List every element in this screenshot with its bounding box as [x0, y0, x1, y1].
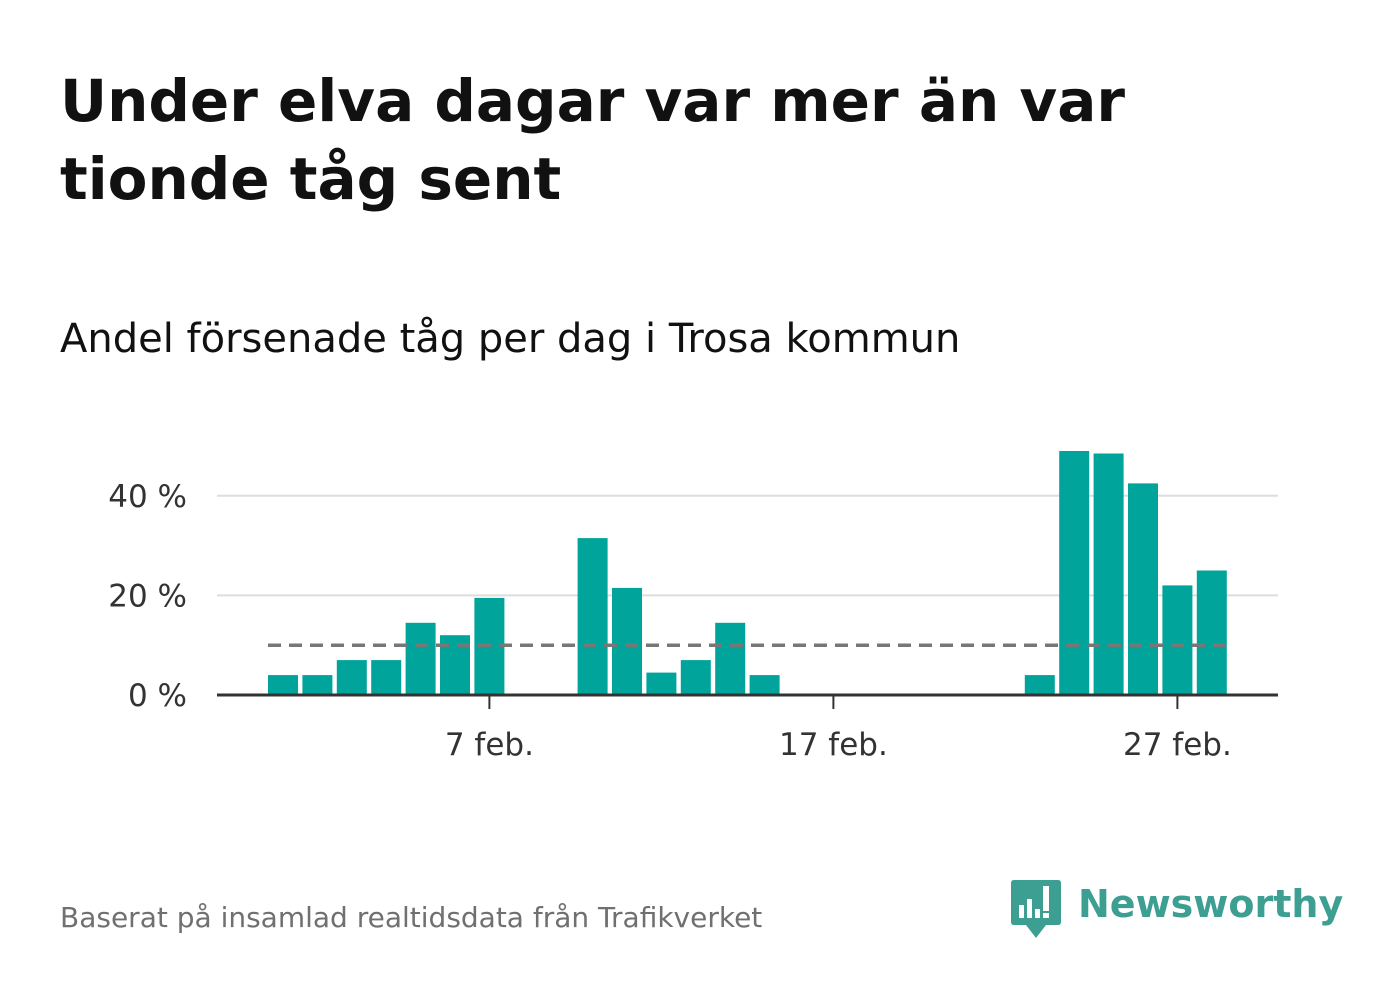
- bar: [1024, 675, 1055, 695]
- chart-title: Under elva dagar var mer än var tionde t…: [60, 67, 1125, 213]
- bar: [577, 538, 608, 695]
- bar: [1196, 570, 1227, 695]
- x-tick-label: 7 feb.: [445, 727, 534, 763]
- brand-name: Newsworthy: [1078, 882, 1344, 926]
- source-note: Baserat på insamlad realtidsdata från Tr…: [60, 901, 763, 934]
- y-axis-labels: 0 % 20 % 40 %: [108, 479, 187, 714]
- bars: [268, 451, 1227, 696]
- chart-subtitle: Andel försenade tåg per dag i Trosa komm…: [60, 316, 961, 362]
- bar: [749, 675, 780, 695]
- bar: [405, 622, 436, 695]
- bar: [268, 675, 298, 695]
- y-tick-label: 0 %: [128, 678, 187, 714]
- bar: [646, 672, 677, 695]
- bar: [1093, 453, 1124, 695]
- x-tick-label: 17 feb.: [779, 727, 888, 763]
- x-axis-labels: 7 feb. 17 feb. 27 feb.: [445, 727, 1232, 763]
- bar: [612, 587, 642, 695]
- newsworthy-logo-icon: [1011, 880, 1061, 938]
- brand-logo: Newsworthy: [1010, 878, 1343, 940]
- bar: [1128, 483, 1158, 696]
- bar: [371, 660, 402, 695]
- x-tick-label: 27 feb.: [1123, 727, 1232, 763]
- bar: [1162, 585, 1193, 695]
- y-tick-label: 40 %: [108, 479, 187, 515]
- bar: [302, 675, 333, 695]
- bar: [336, 660, 367, 695]
- x-axis: [217, 693, 1278, 709]
- y-tick-label: 20 %: [108, 578, 187, 614]
- bar: [680, 660, 711, 695]
- bar: [1059, 451, 1090, 695]
- bar: [715, 622, 746, 695]
